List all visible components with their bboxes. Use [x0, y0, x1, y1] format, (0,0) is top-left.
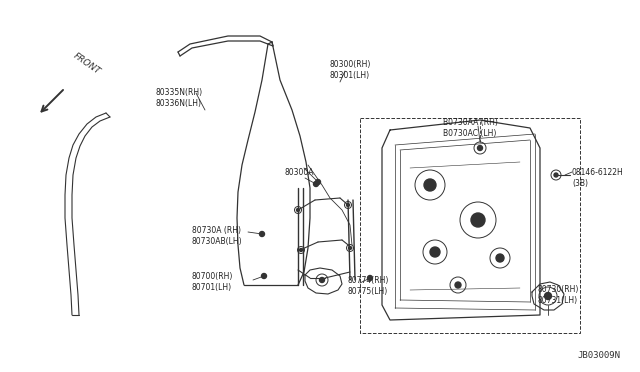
Text: 80774(RH)
80775(LH): 80774(RH) 80775(LH): [348, 276, 389, 296]
Circle shape: [367, 276, 372, 280]
Text: 80730A (RH)
80730AB(LH): 80730A (RH) 80730AB(LH): [192, 226, 243, 247]
Text: 80300(RH)
80301(LH): 80300(RH) 80301(LH): [330, 60, 371, 80]
Circle shape: [471, 213, 485, 227]
Circle shape: [496, 254, 504, 262]
Circle shape: [545, 292, 552, 299]
Circle shape: [346, 203, 349, 206]
Circle shape: [349, 247, 351, 250]
Bar: [360, 118, 580, 333]
Text: FRONT: FRONT: [72, 51, 102, 76]
Circle shape: [300, 248, 303, 251]
Circle shape: [314, 182, 319, 186]
Text: JB03009N: JB03009N: [577, 351, 620, 360]
Circle shape: [316, 180, 321, 185]
Circle shape: [554, 173, 558, 177]
Circle shape: [296, 208, 300, 212]
Text: 80335N(RH)
80336N(LH): 80335N(RH) 80336N(LH): [155, 88, 202, 109]
Circle shape: [430, 247, 440, 257]
Circle shape: [455, 282, 461, 288]
Text: 80730(RH)
80731(LH): 80730(RH) 80731(LH): [538, 285, 579, 305]
Text: 80700(RH)
80701(LH): 80700(RH) 80701(LH): [192, 272, 234, 292]
Text: 08146-6122H
(3B): 08146-6122H (3B): [572, 168, 624, 189]
Text: B0730AA (RH)
B0730AC (LH): B0730AA (RH) B0730AC (LH): [443, 118, 498, 138]
Circle shape: [477, 145, 483, 151]
Text: 80300A: 80300A: [285, 168, 314, 177]
Circle shape: [259, 231, 264, 237]
Circle shape: [262, 273, 266, 279]
Circle shape: [424, 179, 436, 191]
Circle shape: [319, 278, 324, 282]
